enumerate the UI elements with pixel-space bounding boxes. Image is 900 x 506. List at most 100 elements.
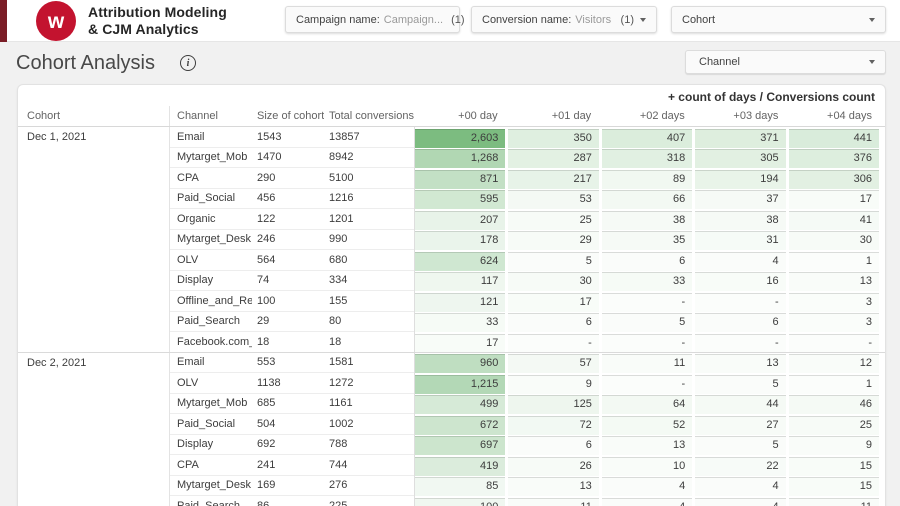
day-value-cell: 4 [695, 252, 785, 271]
cohort-table: CohortChannelSize of cohortTotal convers… [18, 106, 885, 506]
channel-cell: OLV [170, 250, 252, 271]
app-title-line2: & CJM Analytics [88, 21, 227, 38]
table-row: Paid_Search86225100114411 [18, 496, 885, 506]
cohort-cell [18, 394, 170, 415]
cohort-cell [18, 332, 170, 352]
top-bar: w Attribution Modeling & CJM Analytics C… [0, 0, 900, 42]
total-conversions-cell: 276 [324, 476, 414, 497]
channel-dropdown-label: Channel [699, 56, 740, 68]
day-value-area: 17---- [414, 332, 885, 352]
total-conversions-cell: 18 [324, 332, 414, 352]
total-conversions-cell: 155 [324, 291, 414, 312]
channel-cell: Display [170, 435, 252, 456]
day-value-area: 6245641 [414, 250, 885, 271]
channel-cell: Paid_Search [170, 312, 252, 333]
logo-letter: w [48, 10, 64, 34]
day-value-cell: 85 [415, 477, 505, 496]
table-row: Display69278869761359 [18, 435, 885, 456]
total-conversions-cell: 8942 [324, 148, 414, 169]
total-conversions-cell: 990 [324, 230, 414, 251]
table-row: Dec 2, 2021Email553158196057111312 [18, 353, 885, 374]
size-of-cohort-cell: 18 [252, 332, 324, 352]
total-conversions-cell: 13857 [324, 127, 414, 148]
cohort-cell [18, 230, 170, 251]
table-row: Mytarget_Mob6851161499125644446 [18, 394, 885, 415]
day-value-cell: 624 [415, 252, 505, 271]
day-value-cell: 207 [415, 211, 505, 230]
day-value-cell: 6 [508, 313, 598, 332]
day-value-cell: 3 [789, 313, 879, 332]
day-value-cell: 38 [695, 211, 785, 230]
day-value-cell: 13 [695, 354, 785, 373]
day-value-cell: 38 [602, 211, 692, 230]
channel-dropdown[interactable]: Channel [685, 50, 886, 74]
table-row: Display7433411730331613 [18, 271, 885, 292]
day-value-cell: 441 [789, 129, 879, 148]
day-value-area: 69761359 [414, 435, 885, 456]
day-value-cell: 52 [602, 416, 692, 435]
total-conversions-cell: 1216 [324, 189, 414, 210]
conversion-name-filter[interactable]: Conversion name: Visitors (1) [471, 6, 657, 33]
col-header-day: +03 days [695, 106, 786, 126]
day-value-cell: 287 [508, 149, 598, 168]
size-of-cohort-cell: 553 [252, 353, 324, 374]
day-value-cell: 6 [602, 252, 692, 271]
col-header-cohort: Cohort [18, 106, 170, 126]
campaign-filter-value: Campaign... [384, 14, 443, 26]
table-row: OLV113812721,2159-51 [18, 373, 885, 394]
day-value-cell: 72 [508, 416, 598, 435]
table-row: Paid_Social504100267272522725 [18, 414, 885, 435]
day-value-cell: 217 [508, 170, 598, 189]
channel-cell: Organic [170, 209, 252, 230]
day-value-area: 59553663717 [414, 189, 885, 210]
day-value-cell: 33 [415, 313, 505, 332]
brand-logo-icon: w [36, 1, 76, 41]
main-area: Cohort Analysis i Channel + count of day… [0, 42, 900, 506]
size-of-cohort-cell: 169 [252, 476, 324, 497]
app-root: w Attribution Modeling & CJM Analytics C… [0, 0, 900, 506]
day-value-cell: 25 [508, 211, 598, 230]
day-header-area: +00 day+01 day+02 days+03 days+04 days [414, 106, 885, 126]
day-value-area: 100114411 [414, 496, 885, 506]
size-of-cohort-cell: 1543 [252, 127, 324, 148]
day-value-cell: 595 [415, 190, 505, 209]
cohort-cell [18, 414, 170, 435]
cohort-cell: Dec 2, 2021 [18, 353, 170, 374]
day-value-cell: 30 [508, 272, 598, 291]
campaign-name-filter[interactable]: Campaign name: Campaign... (1) [285, 6, 460, 33]
channel-cell: Paid_Search [170, 496, 252, 506]
day-value-cell: 350 [508, 129, 598, 148]
day-value-area: 2,603350407371441 [414, 127, 885, 148]
cohort-table-card: + count of days / Conversions count Coho… [17, 84, 886, 506]
channel-cell: Display [170, 271, 252, 292]
size-of-cohort-cell: 290 [252, 168, 324, 189]
day-value-area: 96057111312 [414, 353, 885, 374]
day-value-cell: 5 [695, 436, 785, 455]
day-value-cell: 89 [602, 170, 692, 189]
cohort-filter-label: Cohort [682, 14, 715, 26]
table-row: Mytarget_Mob147089421,268287318305376 [18, 148, 885, 169]
day-value-cell: 30 [789, 231, 879, 250]
day-value-cell: 13 [602, 436, 692, 455]
channel-cell: Paid_Social [170, 189, 252, 210]
channel-cell: CPA [170, 168, 252, 189]
day-value-cell: 31 [695, 231, 785, 250]
cohort-cell [18, 291, 170, 312]
day-value-cell: 25 [789, 416, 879, 435]
cohort-cell [18, 476, 170, 497]
info-icon[interactable]: i [180, 55, 196, 71]
cohort-cell [18, 250, 170, 271]
channel-cell: Paid_Social [170, 414, 252, 435]
total-conversions-cell: 1272 [324, 373, 414, 394]
chevron-down-icon [869, 60, 875, 64]
cohort-cell [18, 271, 170, 292]
table-row: Mytarget_Desk16927685134415 [18, 476, 885, 497]
day-value-cell: 2,603 [415, 129, 505, 148]
day-value-cell: 306 [789, 170, 879, 189]
day-value-cell: 4 [602, 477, 692, 496]
size-of-cohort-cell: 456 [252, 189, 324, 210]
conversion-filter-count: (1) [613, 14, 634, 26]
day-value-cell: - [602, 375, 692, 394]
day-value-cell: - [508, 334, 598, 352]
cohort-filter[interactable]: Cohort [671, 6, 886, 33]
